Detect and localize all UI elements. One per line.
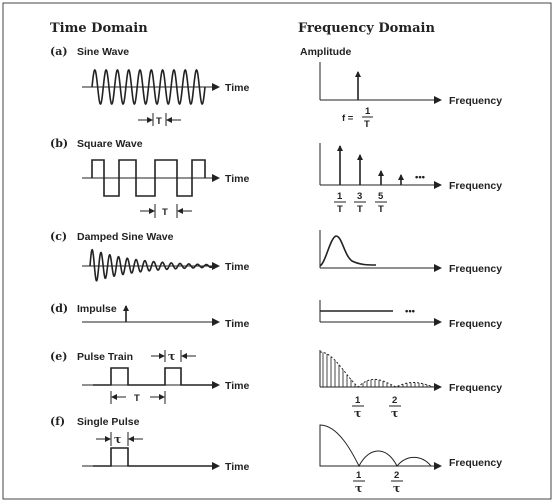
tick-2-over-tau: 2 τ <box>391 470 403 495</box>
sinc-line-spectrum <box>319 351 434 388</box>
sine-waveform <box>91 69 206 105</box>
signal-name: Single Pulse <box>77 416 140 428</box>
svg-text:τ: τ <box>355 482 362 495</box>
signal-name: Square Wave <box>77 138 143 150</box>
row-label: (f) <box>50 415 65 428</box>
row-label: (a) <box>50 45 68 58</box>
svg-text:1: 1 <box>355 395 361 406</box>
time-axis-label: Time <box>225 380 249 392</box>
tau-label: τ <box>114 433 121 446</box>
frequency-axis-label: Frequency <box>449 180 502 192</box>
pulse-width-marker: τ <box>151 350 196 363</box>
frequency-axis-label: Frequency <box>449 263 502 275</box>
frequency-axis-label: Frequency <box>449 318 502 330</box>
frequency-domain-header: Frequency Domain <box>298 21 435 36</box>
time-axis-label: Time <box>225 82 249 94</box>
signal-name: Damped Sine Wave <box>77 231 174 243</box>
signal-name: Impulse <box>77 303 117 315</box>
f-den: T <box>364 119 370 130</box>
f-equals: f = <box>342 113 354 124</box>
row-label: (e) <box>50 350 67 363</box>
damped-waveform <box>89 248 214 282</box>
period-marker: T <box>110 391 166 404</box>
svg-text:τ: τ <box>354 407 361 420</box>
tick-3-over-T: 3 T <box>354 191 366 215</box>
svg-text:1: 1 <box>356 470 362 481</box>
sinc-envelope <box>319 351 434 388</box>
row-sine-wave: (a) Sine Wave Time T Amplitude Frequency… <box>50 45 502 130</box>
svg-text:3: 3 <box>357 191 362 202</box>
svg-text:T: T <box>357 204 363 215</box>
row-pulse-train: (e) Pulse Train τ Time T Frequency 1 τ <box>50 350 502 420</box>
row-damped-sine-wave: (c) Damped Sine Wave Time Frequency <box>50 230 502 282</box>
tick-5-over-T: 5 T <box>375 191 387 215</box>
tick-1-over-T: 1 T <box>334 191 346 215</box>
svg-text:5: 5 <box>378 191 384 202</box>
svg-text:2: 2 <box>392 395 397 406</box>
time-axis-label: Time <box>225 173 249 185</box>
row-label: (b) <box>50 137 68 150</box>
period-label: T <box>134 393 140 404</box>
row-square-wave: (b) Square Wave Time T ••• Frequency 1 T… <box>50 137 502 218</box>
tick-1-over-tau: 1 τ <box>353 470 365 495</box>
svg-text:T: T <box>378 204 384 215</box>
time-domain-header: Time Domain <box>50 21 148 36</box>
time-axis-label: Time <box>225 461 249 473</box>
row-impulse: (d) Impulse Time ••• Frequency <box>50 300 502 330</box>
sinc-continuous-spectrum <box>319 424 433 468</box>
row-single-pulse: (f) Single Pulse τ Time Frequency 1 τ 2 … <box>50 415 502 495</box>
single-pulse-waveform <box>93 447 212 467</box>
svg-text:1: 1 <box>337 191 343 202</box>
svg-text:τ: τ <box>391 407 398 420</box>
signal-name: Pulse Train <box>77 351 133 363</box>
amplitude-label: Amplitude <box>300 46 351 58</box>
signal-name: Sine Wave <box>77 46 129 58</box>
period-marker: T <box>140 204 192 218</box>
pulse-train-waveform <box>93 367 212 386</box>
pulse-width-marker: τ <box>96 432 143 446</box>
tau-label: τ <box>168 350 175 363</box>
frequency-axis-label: Frequency <box>449 457 502 469</box>
period-label: T <box>162 207 168 218</box>
f-num: 1 <box>365 106 371 117</box>
row-label: (d) <box>50 302 68 315</box>
svg-text:T: T <box>337 204 343 215</box>
lorentzian-spectrum <box>319 235 377 267</box>
period-label: T <box>156 116 162 127</box>
frequency-axis-label: Frequency <box>449 382 502 394</box>
square-waveform <box>91 159 206 197</box>
time-axis-label: Time <box>225 261 249 273</box>
frequency-axis-label: Frequency <box>449 95 502 107</box>
row-label: (c) <box>50 230 67 243</box>
tick-2-over-tau: 2 τ <box>389 395 401 420</box>
time-axis-label: Time <box>225 318 249 330</box>
ellipsis: ••• <box>415 172 426 183</box>
ellipsis: ••• <box>405 306 416 317</box>
svg-text:τ: τ <box>393 482 400 495</box>
tick-1-over-tau: 1 τ <box>352 395 364 420</box>
period-marker: T <box>138 113 181 127</box>
svg-text:2: 2 <box>394 470 399 481</box>
